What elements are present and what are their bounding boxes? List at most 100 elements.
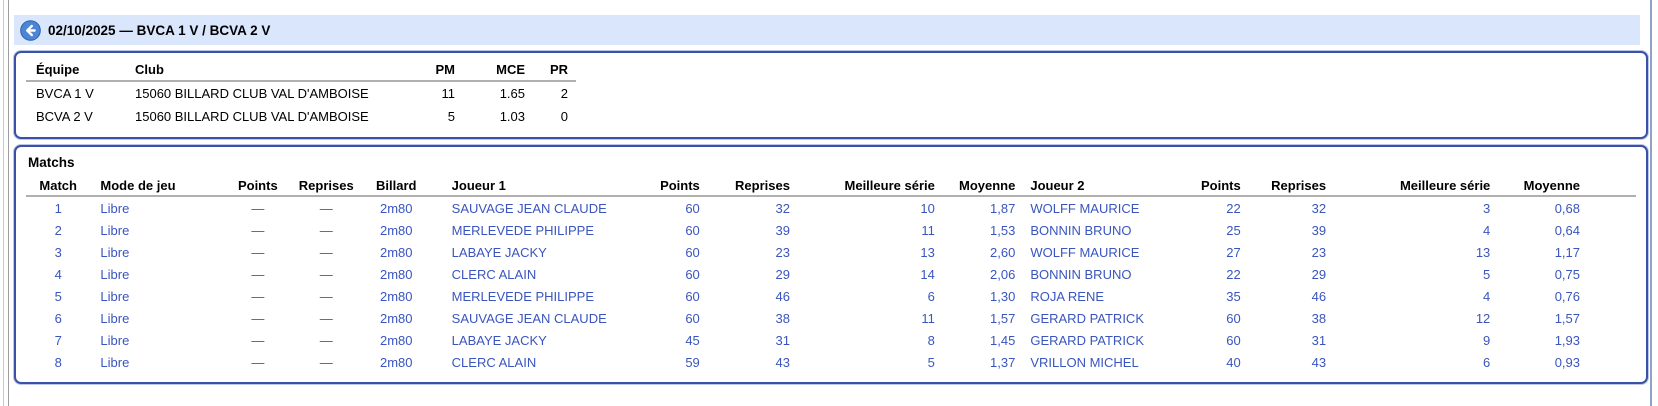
joueur1-name: CLERC ALAIN [451,354,537,370]
back-button[interactable] [20,19,41,41]
joueur2-meilleure-serie-header: Meilleure série [1338,175,1503,197]
joueur1-name-header: Joueur 1 [431,175,641,197]
reprises-dash-header: Reprises [291,175,361,197]
joueur1-reprises: 32 [775,200,790,216]
joueur1-moyenne: 1,57 [990,310,1016,326]
joueur1-reprises: 31 [775,332,790,348]
joueur2-reprises-header: Reprises [1252,175,1339,197]
joueur2-name: BONNIN BRUNO [1030,266,1132,282]
joueur2-moyenne: 1,17 [1554,244,1580,260]
joueur1-points: 60 [685,288,700,304]
points-dash: — [251,266,265,282]
joueur2-name: WOLFF MAURICE [1030,200,1140,216]
joueur2-meilleure-serie: 13 [1475,244,1491,260]
joueur1-reprises: 38 [775,310,790,326]
points-dash: — [251,288,265,304]
match-number: 6 [54,310,62,326]
match-number: 4 [54,266,62,282]
joueur2-reprises: 29 [1311,266,1327,282]
joueur2-meilleure-serie: 5 [1483,266,1491,282]
table-row: 6 Libre — — 2m80 SAUVAGE JEAN CLAUDE 60 38 11 1,5… [26,307,1636,329]
joueur1-meilleure-serie: 6 [927,288,935,304]
joueur2-points-header: Points [1188,175,1253,197]
teams-header-row: Équipe Club PM MCE PR [26,58,576,82]
club-header: Club [131,58,421,82]
joueur1-moyenne: 1,30 [990,288,1016,304]
points-dash: — [251,244,265,260]
joueur1-moyenne: 1,45 [990,332,1016,348]
joueur2-meilleure-serie: 3 [1483,200,1491,216]
match-number: 5 [54,288,62,304]
joueur1-meilleure-serie: 11 [921,222,935,238]
joueur2-points: 60 [1226,332,1241,348]
match-number: 2 [54,222,62,238]
joueur1-reprises: 43 [775,354,790,370]
joueur1-meilleure-serie: 8 [927,332,935,348]
teams-panel: Équipe Club PM MCE PR BVCA 1 V 15060 BILLARD … [14,51,1648,139]
mode-de-jeu: Libre [100,222,130,238]
joueur2-points: 27 [1226,244,1241,260]
joueur1-meilleure-serie-header: Meilleure série [801,175,947,197]
joueur1-name: MERLEVEDE PHILIPPE [451,288,594,304]
matchs-section-title: Matchs [28,155,75,170]
joueur1-points-header: Points [640,175,712,197]
joueur1-meilleure-serie: 10 [920,200,935,216]
billard: 2m80 [379,200,413,216]
joueur1-moyenne: 2,06 [990,266,1016,282]
equipe: BVCA 1 V [36,86,94,101]
joueur2-points: 25 [1226,222,1241,238]
club: 15060 BILLARD CLUB VAL D'AMBOISE [135,86,369,101]
joueur1-points: 59 [685,354,700,370]
pm: 5 [447,109,455,124]
equipe: BCVA 2 V [36,109,93,124]
points-dash: — [251,200,265,216]
joueur1-meilleure-serie: 13 [920,244,935,260]
mce-header: MCE [461,58,531,82]
joueur1-points: 60 [685,244,700,260]
joueur1-moyenne: 1,53 [990,222,1016,238]
table-row: 8 Libre — — 2m80 CLERC ALAIN 59 43 5 1,37 VRILLON … [26,351,1636,373]
table-row: 1 Libre — — 2m80 SAUVAGE JEAN CLAUDE 60 32 10 1,8… [26,196,1636,219]
club: 15060 BILLARD CLUB VAL D'AMBOISE [135,109,369,124]
joueur2-moyenne: 0,76 [1554,288,1580,304]
mode-de-jeu: Libre [100,288,130,304]
page-content: 02/10/2025 — BVCA 1 V / BCVA 2 V Équipe C… [14,15,1648,384]
joueur1-moyenne: 2,60 [990,244,1016,260]
joueur2-moyenne: 0,93 [1554,354,1580,370]
pm: 11 [441,86,456,101]
pr-header: PR [531,58,576,82]
joueur1-points: 60 [685,266,700,282]
joueur2-moyenne: 0,75 [1554,266,1580,282]
reprises-dash: — [319,222,333,238]
reprises-dash: — [319,310,333,326]
mode-de-jeu-header: Mode de jeu [90,175,225,197]
joueur2-meilleure-serie: 6 [1483,354,1491,370]
billard: 2m80 [379,222,413,238]
table-row: 5 Libre — — 2m80 MERLEVEDE PHILIPPE 60 46 6 1,30 R… [26,285,1636,307]
reprises-dash: — [319,288,333,304]
joueur1-moyenne-header: Moyenne [946,175,1028,197]
joueur2-name: GERARD PATRICK [1030,310,1144,326]
pr: 0 [560,109,568,124]
joueur1-reprises: 46 [775,288,790,304]
match-header-bar: 02/10/2025 — BVCA 1 V / BCVA 2 V [14,15,1640,45]
mce: 1.65 [499,86,525,101]
reprises-dash: — [319,200,333,216]
matchs-panel: Matchs Match Mode de jeu Points Reprises Bil… [14,145,1648,384]
joueur2-moyenne-header: Moyenne [1502,175,1636,197]
joueur2-points: 35 [1226,288,1241,304]
reprises-dash: — [319,332,333,348]
joueur2-meilleure-serie: 9 [1483,332,1491,348]
joueur2-meilleure-serie: 4 [1483,288,1491,304]
joueur2-reprises: 32 [1311,200,1327,216]
joueur2-moyenne: 0,68 [1554,200,1580,216]
joueur1-points: 60 [685,222,700,238]
table-row: 3 Libre — — 2m80 LABAYE JACKY 60 23 13 2,60 WOLFF … [26,241,1636,263]
billard: 2m80 [379,266,413,282]
joueur1-reprises: 39 [775,222,790,238]
table-row: 2 Libre — — 2m80 MERLEVEDE PHILIPPE 60 39 11 1,53… [26,219,1636,241]
joueur2-points: 40 [1226,354,1241,370]
mce: 1.03 [499,109,525,124]
match-number-header: Match [26,175,91,197]
back-arrow-icon [20,19,41,41]
